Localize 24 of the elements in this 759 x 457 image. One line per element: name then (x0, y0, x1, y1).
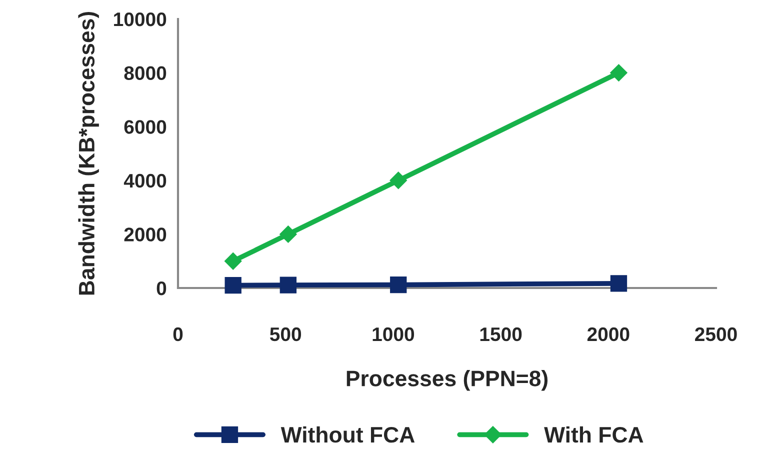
point (610, 275, 628, 292)
x-axis-title: Processes (PPN=8) (346, 370, 548, 391)
point (280, 276, 297, 294)
x-tick-label: 0 (173, 327, 183, 342)
y-tick-label: 2000 (124, 228, 166, 242)
x-tick-label: 1000 (372, 327, 414, 342)
point (224, 252, 242, 270)
point (390, 276, 407, 294)
point (610, 64, 628, 82)
point (280, 226, 297, 243)
y-tick-label: 8000 (124, 66, 166, 80)
x-tick-label: 2000 (587, 327, 630, 342)
x-tick-label: 2500 (695, 327, 737, 342)
point (390, 172, 407, 189)
y-tick-label: 6000 (124, 120, 166, 134)
x-tick-label: 500 (270, 327, 302, 342)
point (224, 276, 242, 294)
y-axis-title: Bandwidth (KB*processes) (78, 12, 99, 295)
x-tick-label: 1500 (480, 327, 522, 342)
y-tick-label: 10000 (114, 12, 166, 26)
y-tick-label: 0 (156, 281, 166, 296)
legend-label: With FCA (544, 426, 644, 443)
y-tick-label: 4000 (124, 174, 166, 188)
legend-label: Without FCA (280, 426, 415, 443)
